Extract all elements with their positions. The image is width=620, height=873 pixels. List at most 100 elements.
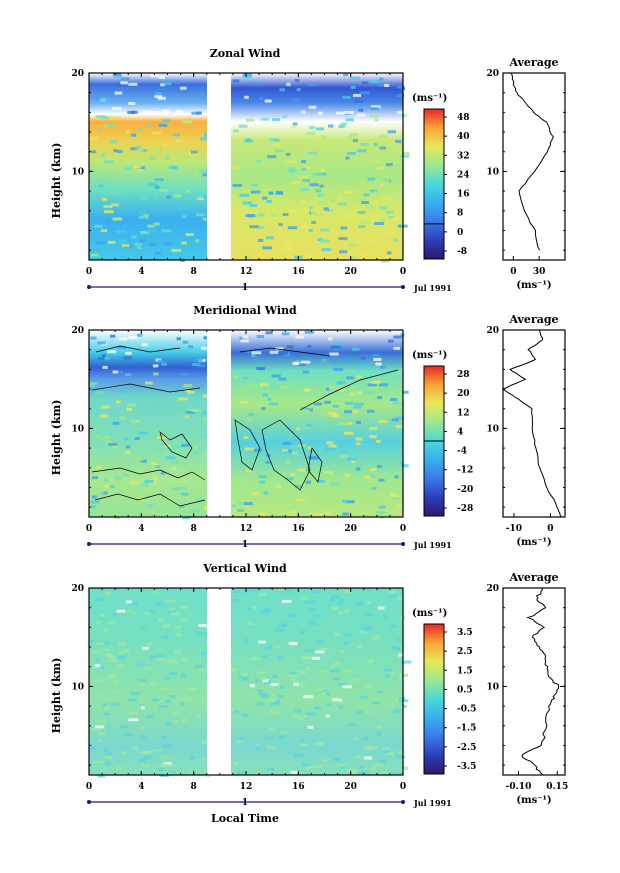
heatmap-cell: [316, 200, 324, 204]
heatmap-cell: [183, 384, 193, 388]
heatmap-cell: [199, 668, 209, 672]
heatmap-cell: [128, 698, 137, 702]
heatmap-cell: [195, 714, 201, 718]
heatmap-cell: [242, 335, 248, 339]
heatmap-cell: [194, 665, 204, 668]
heatmap-cell: [103, 628, 110, 632]
heatmap-cell: [331, 360, 337, 364]
heatmap-cell: [151, 131, 162, 135]
heatmap-cell: [278, 223, 283, 227]
heatmap-cell: [130, 147, 139, 151]
heatmap-cell: [399, 616, 406, 620]
heatmap-cell: [144, 611, 151, 615]
heatmap-cell: [338, 610, 343, 614]
heatmap-cell: [112, 370, 119, 374]
heatmap-cell: [292, 362, 300, 365]
heatmap-cell: [378, 420, 388, 423]
heatmap-cell: [330, 598, 335, 602]
heatmap-cell: [300, 597, 308, 601]
heatmap-cell: [293, 753, 304, 757]
heatmap-cell: [379, 218, 386, 222]
heatmap-cell: [344, 111, 354, 114]
colorbar-tick-label: 2.5: [457, 647, 473, 657]
heatmap-cell: [370, 468, 377, 471]
heatmap-cell: [113, 352, 122, 356]
heatmap-cell: [105, 440, 112, 444]
heatmap-cell: [191, 409, 202, 412]
heatmap-cell: [389, 493, 398, 497]
heatmap-cell: [196, 498, 205, 502]
avg-x-tick-label: -0.10: [506, 782, 532, 792]
heatmap-cell: [393, 647, 401, 651]
heatmap-cell: [299, 200, 305, 204]
heatmap-cell: [301, 435, 306, 439]
heatmap-cell: [376, 725, 382, 729]
heatmap-cell: [303, 399, 313, 403]
heatmap-cell: [311, 656, 321, 660]
heatmap-cell: [317, 111, 323, 115]
heatmap-cell: [250, 190, 261, 194]
x-tick-label: 20: [344, 267, 357, 277]
heatmap-cell: [94, 96, 99, 100]
heatmap-cell: [100, 491, 108, 495]
heatmap-cell: [132, 746, 139, 750]
heatmap-cell: [242, 75, 252, 79]
heatmap-cell: [280, 730, 289, 734]
heatmap-cell: [290, 472, 296, 476]
heatmap-cell: [263, 463, 272, 467]
heatmap-cell: [130, 419, 140, 423]
avg-x-tick-label: 0: [547, 524, 553, 534]
heatmap-cell: [186, 409, 195, 413]
heatmap-cell: [268, 727, 274, 731]
heatmap-cell: [330, 199, 336, 203]
date-label: Jul 1991: [413, 798, 452, 808]
date-label: Jul 1991: [413, 283, 452, 293]
heatmap-cell: [114, 680, 120, 683]
heatmap-cell: [143, 666, 153, 670]
heatmap-cell: [127, 110, 135, 114]
heatmap-cell: [107, 659, 117, 662]
heatmap-cell: [392, 217, 401, 221]
heatmap-cell: [387, 702, 394, 706]
heatmap-cell: [270, 683, 279, 686]
heatmap-cell: [117, 83, 123, 87]
heatmap-cell: [309, 183, 319, 187]
heatmap-cell: [289, 672, 297, 676]
heatmap-cell: [123, 483, 131, 487]
heatmap-cell: [287, 209, 297, 213]
heatmap-cell: [357, 101, 365, 105]
heatmap-cell: [262, 393, 269, 397]
heatmap-cell: [125, 600, 132, 604]
heatmap-cell: [399, 461, 404, 465]
heatmap-cell: [308, 228, 313, 232]
heatmap-cell: [176, 337, 182, 341]
heatmap-cell: [252, 82, 262, 86]
heatmap-cell: [377, 166, 385, 170]
heatmap-cell: [323, 207, 329, 211]
heatmap-cell: [161, 109, 170, 113]
heatmap-cell: [317, 193, 325, 197]
heatmap-cell: [332, 606, 339, 610]
heatmap-cell: [285, 589, 292, 593]
heatmap-cell: [199, 169, 209, 173]
heatmap-cell: [97, 491, 104, 495]
heatmap-cell: [298, 362, 306, 366]
heatmap-cell: [202, 173, 210, 177]
contour-line: [261, 419, 311, 491]
heatmap-cell: [338, 705, 344, 709]
heatmap-cell: [282, 213, 289, 217]
heatmap-cell: [329, 385, 338, 389]
heatmap-cell: [342, 96, 351, 99]
heatmap-cell: [354, 402, 364, 406]
heatmap-cell: [275, 347, 284, 351]
heatmap-cell: [353, 737, 359, 741]
colorbar-tick-label: 0: [457, 228, 463, 238]
heatmap-cell: [308, 83, 318, 87]
heatmap-cell: [160, 471, 166, 475]
heatmap-cell: [163, 762, 172, 766]
heatmap-cell: [157, 359, 166, 363]
heatmap-cell: [355, 442, 361, 446]
heatmap-cell: [281, 385, 290, 389]
heatmap-cell: [244, 502, 253, 506]
heatmap-cell: [347, 723, 357, 727]
